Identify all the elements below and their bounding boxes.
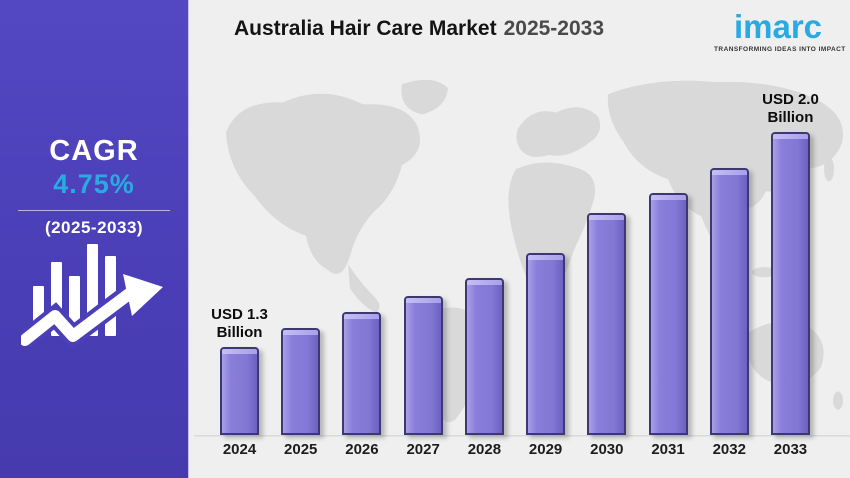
- bar-2031: [648, 193, 688, 435]
- year-label-2033: 2033: [773, 441, 808, 458]
- bar-column-2030: [587, 213, 627, 435]
- title-main: Australia Hair Care Market: [233, 17, 497, 40]
- cagr-value: 4.75%: [53, 169, 135, 200]
- bar-column-2031: [648, 193, 688, 435]
- bar-2025: [281, 328, 321, 435]
- page-title: Australia Hair Care Market 2025-2033: [190, 17, 648, 41]
- imarc-logo-tagline: TRANSFORMING IDEAS INTO IMPACT: [714, 46, 846, 53]
- year-label-2026: 2026: [345, 441, 379, 458]
- value-label-2033: USD 2.0 Billion: [762, 91, 819, 126]
- title-period: 2025-2033: [503, 17, 605, 40]
- bar-2032: [709, 168, 749, 435]
- year-label-2028: 2028: [467, 441, 502, 458]
- bar-chart: USD 1.3 Billion USD 2.0 Billion: [211, 91, 819, 435]
- year-label-2030: 2030: [590, 441, 624, 458]
- bar-column-2027: [403, 296, 443, 435]
- year-label-2029: 2029: [528, 441, 563, 458]
- year-label-2024: 2024: [222, 441, 257, 458]
- bar-2028: [464, 278, 504, 435]
- cagr-sidebar: CAGR 4.75% (2025-2033): [0, 0, 189, 478]
- bar-2026: [342, 312, 382, 435]
- x-axis-labels: 2024 2025 2026 2027 2028 2029 2030 2031 2032 2033: [220, 441, 810, 458]
- bar-2024: [220, 347, 259, 435]
- year-label-2027: 2027: [406, 441, 440, 458]
- bar-2033: [770, 132, 810, 435]
- year-label-2032: 2032: [712, 441, 746, 458]
- growth-chart-icon: [21, 244, 163, 350]
- cagr-label: CAGR: [49, 135, 139, 167]
- bar-column-2026: [342, 312, 382, 435]
- bar-column-2032: [709, 168, 749, 435]
- bar-2029: [526, 253, 566, 435]
- imarc-logo-text: imarc: [733, 8, 823, 45]
- bar-column-2024: USD 1.3 Billion: [211, 306, 268, 435]
- value-label-2024: USD 1.3 Billion: [211, 306, 268, 341]
- year-label-2025: 2025: [284, 441, 318, 458]
- bar-2030: [587, 213, 627, 435]
- bar-2027: [403, 296, 443, 435]
- separator-line: [18, 210, 170, 212]
- bar-column-2033: USD 2.0 Billion: [762, 91, 819, 435]
- bar-column-2028: [464, 278, 504, 435]
- bar-column-2029: [526, 253, 566, 435]
- imarc-logo: imarc TRANSFORMING IDEAS INTO IMPACT: [714, 8, 846, 53]
- cagr-period: (2025-2033): [44, 218, 144, 238]
- x-axis-line: [194, 435, 850, 437]
- bar-column-2025: [281, 328, 321, 435]
- year-label-2031: 2031: [651, 441, 685, 458]
